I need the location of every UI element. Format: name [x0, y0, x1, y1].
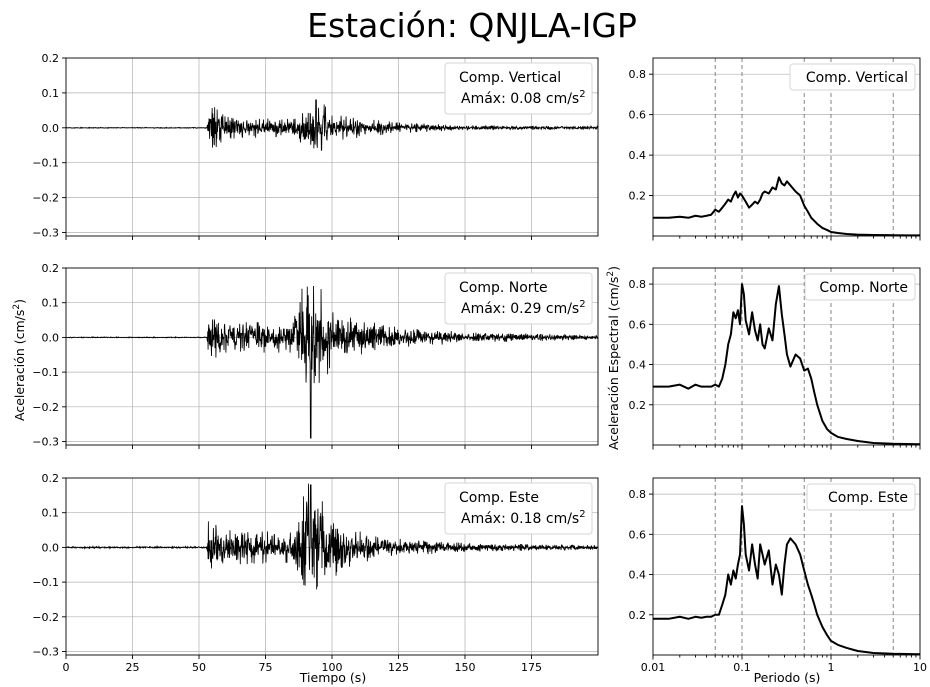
legend-box	[804, 273, 916, 301]
legend-component: Comp. Norte	[459, 280, 548, 296]
acceleration-trace	[65, 483, 599, 590]
period-xlabel: Periodo (s)	[754, 670, 821, 685]
plot-frame	[652, 57, 921, 237]
x-tick-label: 100	[322, 661, 343, 674]
figure-title: Estación: QNJLA-IGP	[307, 6, 637, 45]
time-ylabel: Aceleración (cm/s2)	[12, 299, 27, 421]
y-tick-label: 0.1	[42, 297, 60, 310]
legend-amax: Amáx: 0.29 cm/s2	[461, 299, 586, 317]
y-tick-label: −0.2	[32, 192, 59, 205]
plot-frame	[652, 477, 921, 656]
x-tick-label: 175	[521, 661, 542, 674]
y-tick-label: 0.4	[629, 569, 647, 582]
legend-box	[444, 62, 593, 115]
legend-box	[806, 483, 916, 511]
plot-frame	[65, 57, 599, 237]
norte-spectrum-panel: 0.2 0.4 0.6 0.8 Comp. Norte	[629, 267, 921, 450]
x-tick-label: 0.1	[733, 661, 751, 674]
legend: Comp. Norte	[804, 273, 916, 301]
legend: Comp. Vertical	[789, 63, 916, 91]
x-tick-label: 1	[828, 661, 835, 674]
x-tick-label: 75	[259, 661, 273, 674]
x-tick-label: 10	[913, 661, 927, 674]
y-tick-label: −0.1	[32, 366, 59, 379]
legend-component: Comp. Este	[459, 490, 539, 506]
vertical-spectrum-panel: 0.2 0.4 0.6 0.8 Comp. Vertical	[629, 57, 921, 241]
este-spectrum-panel: 0.2 0.4 0.6 0.8 0.01 0.1 1 10 Comp. Este	[629, 477, 927, 674]
legend-box	[444, 482, 593, 535]
y-tick-label: 0.2	[629, 609, 647, 622]
y-tick-label: 0.2	[42, 52, 60, 65]
legend-amax: Amáx: 0.18 cm/s2	[461, 509, 586, 527]
y-tick-label: 0.4	[629, 149, 647, 162]
plot-frame	[65, 267, 599, 446]
y-tick-label: 0.8	[629, 278, 647, 291]
time-xlabel: Tiempo (s)	[299, 670, 366, 685]
y-tick-label: −0.3	[32, 436, 59, 449]
y-tick-label: 0.2	[42, 472, 60, 485]
legend-component: Comp. Norte	[819, 280, 908, 296]
y-tick-label: −0.1	[32, 157, 59, 170]
y-tick-label: 0.0	[42, 541, 60, 554]
vertical-time-panel: −0.3 −0.2 −0.1 0.0 0.1 0.2 Comp. Vertical Amáx:…	[32, 52, 599, 240]
spectral-curve	[653, 283, 921, 446]
este-time-panel: −0.3 −0.2 −0.1 0.0 0.1 0.2 0 25 50 75 100 125 150 175…	[32, 472, 599, 674]
legend-amax: Amáx: 0.08 cm/s2	[461, 89, 586, 107]
x-tick-label: 125	[388, 661, 409, 674]
y-tick-label: 0.4	[629, 359, 647, 372]
y-tick-label: 0.2	[42, 262, 60, 275]
y-tick-label: 0.6	[629, 318, 647, 331]
y-tick-label: 0.2	[629, 190, 647, 203]
y-tick-label: −0.3	[32, 227, 59, 240]
plot-frame	[652, 267, 921, 446]
x-tick-label: 0.01	[641, 661, 666, 674]
y-tick-label: 0.6	[629, 528, 647, 541]
panels: −0.3 −0.2 −0.1 0.0 0.1 0.2 Comp. Vertical Amáx:…	[32, 52, 927, 674]
spectral-curve	[653, 176, 920, 237]
legend: Comp. Este	[806, 483, 916, 511]
legend: Comp. Este Amáx: 0.18 cm/s2	[444, 482, 593, 535]
spectral-curve	[653, 505, 921, 656]
legend-box	[444, 272, 593, 325]
y-tick-label: −0.2	[32, 611, 59, 624]
legend-box	[789, 63, 916, 91]
acceleration-trace	[65, 99, 599, 151]
y-tick-label: 0.8	[629, 68, 647, 81]
y-tick-label: 0.8	[629, 488, 647, 501]
legend: Comp. Vertical Amáx: 0.08 cm/s2	[444, 62, 593, 115]
legend-component: Comp. Este	[828, 490, 908, 506]
acceleration-trace	[65, 285, 599, 439]
x-tick-label: 0	[63, 661, 70, 674]
y-tick-label: 0.1	[42, 87, 60, 100]
norte-time-panel: −0.3 −0.2 −0.1 0.0 0.1 0.2 Comp. Norte Amáx: 0.…	[32, 262, 599, 449]
y-tick-label: −0.3	[32, 646, 59, 659]
y-tick-label: −0.1	[32, 576, 59, 589]
y-tick-label: 0.0	[42, 122, 60, 135]
x-tick-label: 50	[192, 661, 206, 674]
legend-component: Comp. Vertical	[806, 70, 908, 86]
y-tick-label: 0.0	[42, 331, 60, 344]
legend: Comp. Norte Amáx: 0.29 cm/s2	[444, 272, 593, 325]
y-tick-label: 0.1	[42, 507, 60, 520]
spectrum-ylabel: Aceleración Espectral (cm/s2)	[606, 266, 621, 450]
y-tick-label: −0.2	[32, 401, 59, 414]
x-tick-label: 25	[126, 661, 140, 674]
y-tick-label: 0.6	[629, 109, 647, 122]
x-tick-label: 150	[455, 661, 476, 674]
plot-frame	[65, 477, 599, 656]
legend-component: Comp. Vertical	[459, 70, 561, 86]
y-tick-label: 0.2	[629, 399, 647, 412]
